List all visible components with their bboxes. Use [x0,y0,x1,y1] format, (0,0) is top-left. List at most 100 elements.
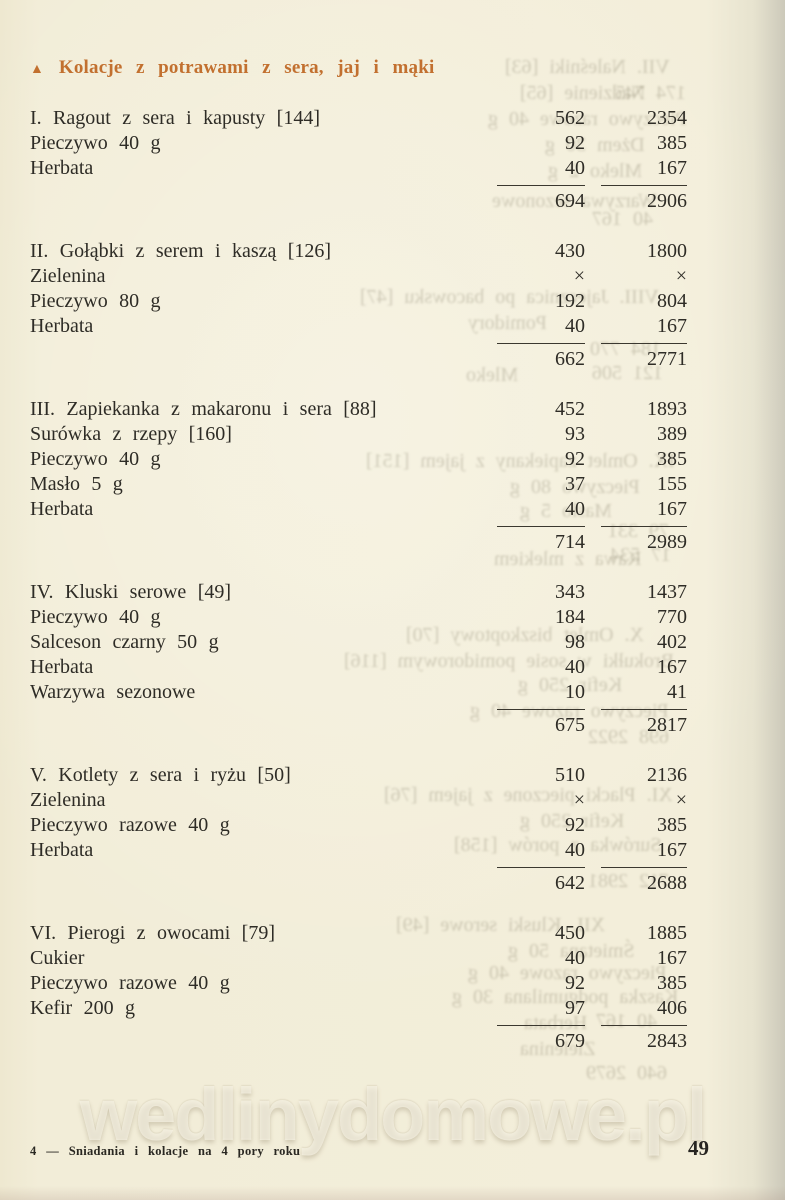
total-kcal: 714 [555,531,585,553]
kcal-value: 97 [565,997,585,1019]
kcal-value: 184 [555,606,585,628]
menu-item-label: Pieczywo 80 g [30,290,161,312]
kcal-value: 452 [555,398,585,420]
menu-row: Herbata 40 167 [30,314,687,339]
kcal-value: × [573,789,585,811]
kcal-value: 40 [565,656,585,678]
kj-value: 167 [657,656,687,678]
section-heading-title: Kolacje z potrawami z sera, jaj i mąki [58,57,435,78]
kj-value: 1437 [647,581,687,603]
menu-row: Masło 5 g 37 155 [30,472,687,497]
menu-row: Warzywa sezonowe 10 41 [30,680,687,705]
total-kj: 2817 [647,714,687,736]
kj-value: 406 [657,997,687,1019]
kj-value: 385 [657,972,687,994]
menu-row: Cukier 40 167 [30,946,687,971]
kcal-value: 343 [555,581,585,603]
menu-section: III. Zapiekanka z makaronu i sera [88] 4… [30,397,687,555]
kj-value: 2136 [647,764,687,786]
total-row: 662 2771 [30,347,687,372]
kcal-rule-line [497,867,585,868]
kcal-value: 510 [555,764,585,786]
kcal-value: 92 [565,448,585,470]
kcal-rule-line [497,1025,585,1026]
menu-row: Zielenina × × [30,788,687,813]
kj-rule-line [601,867,687,868]
kcal-value: 40 [565,839,585,861]
kcal-value: 37 [565,473,585,495]
total-kj: 2688 [647,872,687,894]
kcal-rule-line [497,185,585,186]
menu-item-label: Pieczywo razowe 40 g [30,814,230,836]
kj-value: 167 [657,498,687,520]
menu-item-label: Pieczywo razowe 40 g [30,972,230,994]
menu-item-label: Masło 5 g [30,473,123,495]
menu-row: Pieczywo 40 g 92 385 [30,131,687,156]
menu-row: Herbata 40 167 [30,497,687,522]
sum-rule [30,867,687,868]
total-kcal: 662 [555,348,585,370]
sum-rule [30,185,687,186]
kcal-value: 40 [565,315,585,337]
kj-value: × [675,789,687,811]
total-row: 694 2906 [30,189,687,214]
kcal-value: 92 [565,132,585,154]
total-kcal: 675 [555,714,585,736]
kj-value: 41 [667,681,687,703]
menu-item-label: Herbata [30,315,94,337]
kj-value: 1885 [647,922,687,944]
menu-item-label: Zielenina [30,265,106,287]
kj-value: 1800 [647,240,687,262]
menu-row: Kefir 200 g 97 406 [30,996,687,1021]
total-kj: 2771 [647,348,687,370]
menu-item-label: Salceson czarny 50 g [30,631,219,653]
menu-section: VI. Pierogi z owocami [79] 450 1885 Cuki… [30,921,687,1054]
total-kcal: 642 [555,872,585,894]
kj-value: 155 [657,473,687,495]
menu-row: Salceson czarny 50 g 98 402 [30,630,687,655]
kcal-value: 562 [555,107,585,129]
kcal-value: 10 [565,681,585,703]
total-row: 642 2688 [30,871,687,896]
sum-rule [30,526,687,527]
kcal-rule-line [497,709,585,710]
menu-item-label: Herbata [30,839,94,861]
kj-value: 385 [657,448,687,470]
menu-item-label: IV. Kluski serowe [49] [30,581,232,603]
menu-row: III. Zapiekanka z makaronu i sera [88] 4… [30,397,687,422]
kcal-value: 40 [565,947,585,969]
menu-row: I. Ragout z sera i kapusty [144] 562 235… [30,106,687,131]
menu-row: II. Gołąbki z serem i kaszą [126] 430 18… [30,239,687,264]
kj-rule-line [601,709,687,710]
page-footer: 4 — Sniadania i kolacje na 4 pory roku 4… [30,1136,709,1161]
total-kcal: 679 [555,1030,585,1052]
menu-item-label: Cukier [30,947,85,969]
total-kj: 2989 [647,531,687,553]
menu-item-label: II. Gołąbki z serem i kaszą [126] [30,240,332,262]
printer-signature: 4 — Sniadania i kolacje na 4 pory roku [30,1144,301,1158]
menu-row: Pieczywo 40 g 184 770 [30,605,687,630]
menu-item-label: Pieczywo 40 g [30,132,161,154]
kj-value: 167 [657,839,687,861]
menu-row: Pieczywo 40 g 92 385 [30,447,687,472]
page-number: 49 [688,1136,709,1160]
menu-row: Pieczywo razowe 40 g 92 385 [30,971,687,996]
menu-sections: I. Ragout z sera i kapusty [144] 562 235… [30,106,687,1054]
menu-row: Herbata 40 167 [30,655,687,680]
kj-rule-line [601,1025,687,1026]
menu-item-label: Surówka z rzepy [160] [30,423,232,445]
menu-row: VI. Pierogi z owocami [79] 450 1885 [30,921,687,946]
kj-value: 389 [657,423,687,445]
menu-section: I. Ragout z sera i kapusty [144] 562 235… [30,106,687,214]
menu-row: Pieczywo 80 g 192 804 [30,289,687,314]
kj-value: 1893 [647,398,687,420]
kcal-rule-line [497,343,585,344]
kj-value: 167 [657,315,687,337]
kj-value: × [675,265,687,287]
kcal-value: 40 [565,498,585,520]
menu-row: Surówka z rzepy [160] 93 389 [30,422,687,447]
kj-value: 2354 [647,107,687,129]
menu-row: V. Kotlety z sera i ryżu [50] 510 2136 [30,763,687,788]
kj-value: 167 [657,157,687,179]
